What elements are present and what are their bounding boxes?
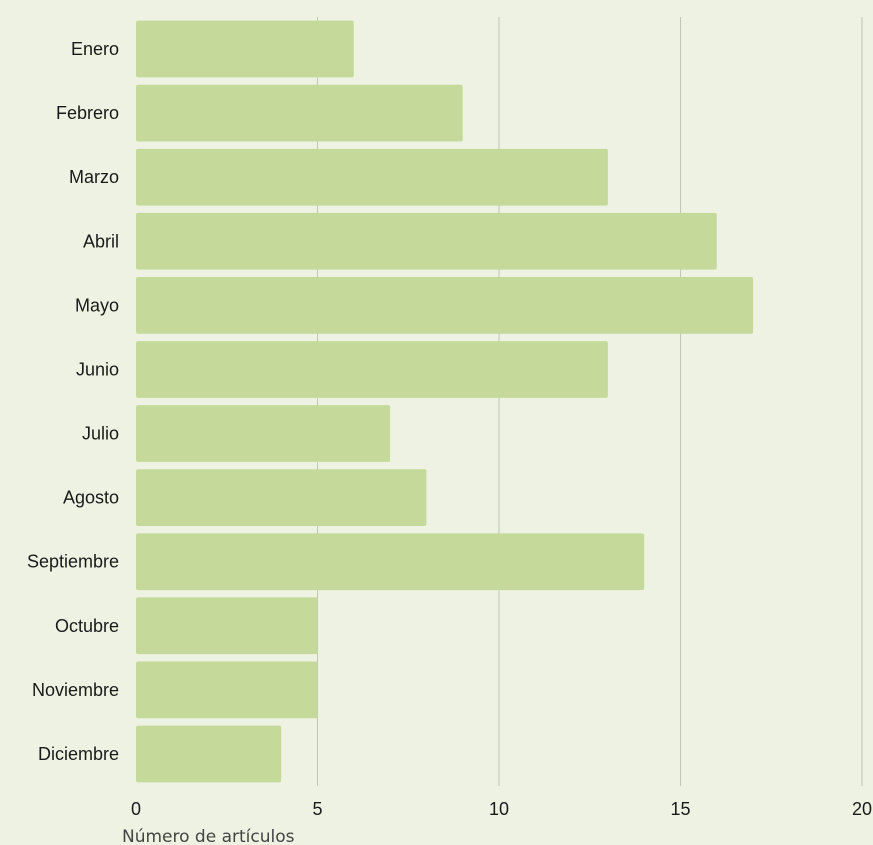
- x-tick-labels: 0 5 10 15 20: [131, 799, 872, 819]
- x-tick-label-5: 5: [312, 799, 322, 819]
- category-label-octubre: Octubre: [55, 616, 119, 636]
- bar-noviembre: [136, 661, 318, 719]
- bar-agosto: [136, 469, 427, 526]
- x-tick-label-0: 0: [131, 799, 141, 819]
- category-label-julio: Julio: [82, 424, 119, 444]
- bar-junio: [136, 341, 608, 398]
- bar-mayo: [136, 277, 754, 334]
- bar-julio: [136, 405, 391, 462]
- bar-abril: [136, 212, 717, 270]
- category-label-noviembre: Noviembre: [32, 680, 119, 700]
- bar-febrero: [136, 84, 463, 142]
- category-label-agosto: Agosto: [63, 488, 119, 508]
- category-label-mayo: Mayo: [75, 295, 119, 315]
- category-label-marzo: Marzo: [69, 167, 119, 187]
- bar-octubre: [136, 597, 318, 655]
- category-label-abril: Abril: [83, 231, 119, 251]
- x-tick-label-10: 10: [489, 799, 509, 819]
- bar-diciembre: [136, 725, 282, 783]
- category-label-junio: Junio: [76, 359, 119, 379]
- category-label-febrero: Febrero: [56, 103, 119, 123]
- bar-marzo: [136, 148, 608, 206]
- category-label-enero: Enero: [71, 39, 119, 59]
- category-label-septiembre: Septiembre: [27, 552, 119, 572]
- x-tick-label-15: 15: [670, 799, 690, 819]
- gridlines: [317, 17, 863, 786]
- x-tick-label-20: 20: [852, 799, 872, 819]
- category-label-diciembre: Diciembre: [38, 744, 119, 764]
- category-labels: Enero Febrero Marzo Abril Mayo Junio Julio Agos…: [27, 39, 119, 764]
- x-axis-title: Número de artículos: [122, 827, 295, 845]
- bar-septiembre: [136, 533, 645, 591]
- bars: [136, 20, 754, 783]
- bar-enero: [136, 20, 354, 78]
